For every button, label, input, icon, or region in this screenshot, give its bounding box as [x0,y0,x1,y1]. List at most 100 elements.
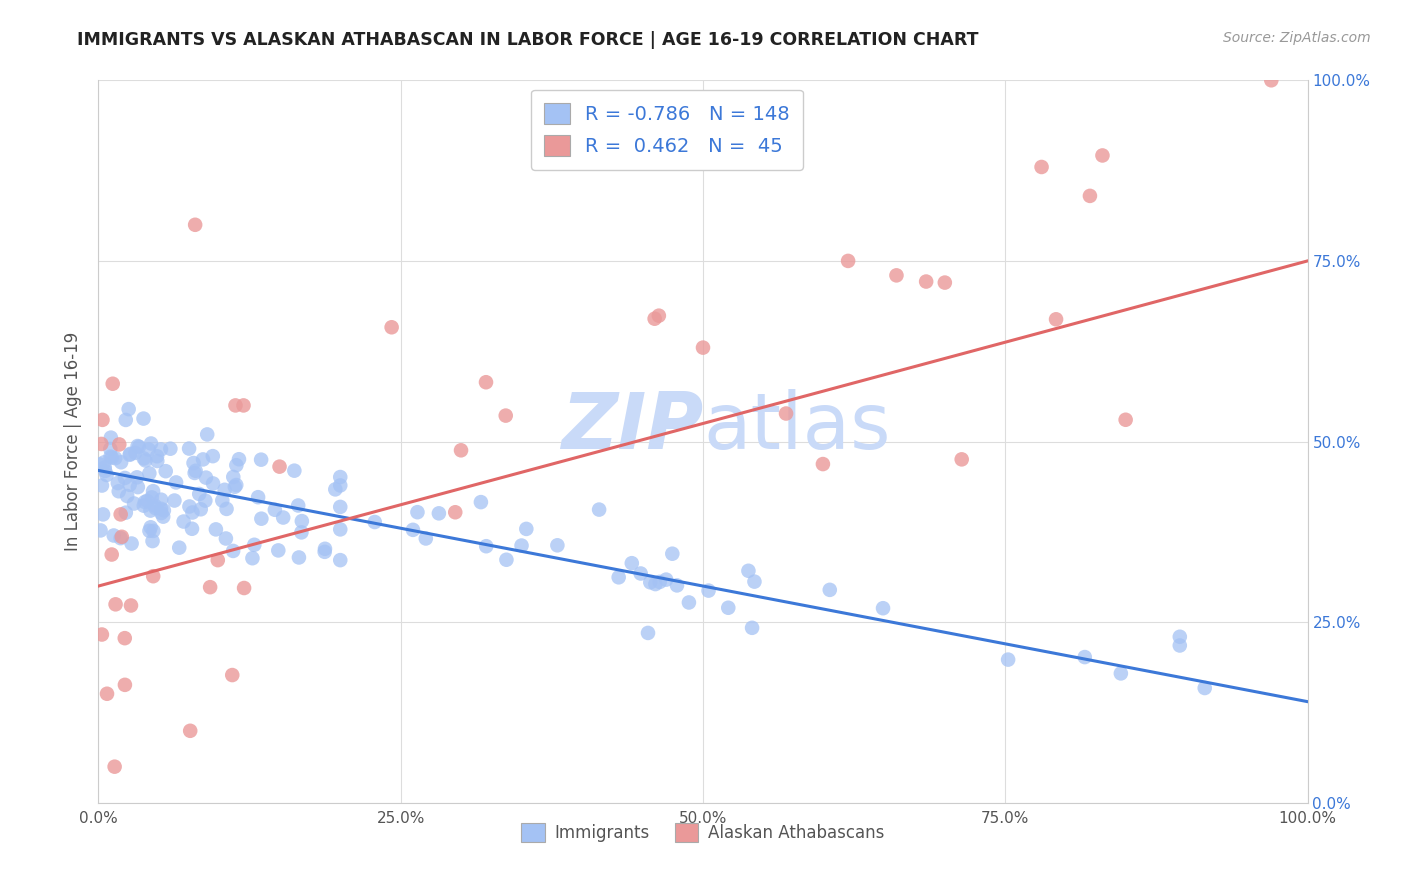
Point [155,464,177,478]
Point [184,218,207,232]
Point [415,532,437,546]
Point [194,470,217,484]
Point [191,452,214,467]
Point [107,484,129,499]
Point [406,505,429,519]
Point [1031,160,1053,174]
Point [950,452,973,467]
Point [114,413,136,427]
Point [181,506,204,520]
Point [233,581,256,595]
Point [215,532,238,546]
Point [183,456,205,470]
Point [1260,73,1282,87]
Point [138,467,160,481]
Point [678,595,700,609]
Point [153,503,176,517]
Point [872,601,894,615]
Point [90,627,112,641]
Point [915,275,938,289]
Point [134,495,156,509]
Point [127,480,149,494]
Point [127,439,149,453]
Point [159,442,181,456]
Point [114,506,136,520]
Point [115,489,138,503]
Point [202,476,225,491]
Point [630,566,652,581]
Point [228,452,250,467]
Point [143,499,166,513]
Point [94,464,117,478]
Point [886,268,908,283]
Point [283,464,305,478]
Point [118,448,141,462]
Point [934,276,956,290]
Point [225,478,247,492]
Point [224,398,246,412]
Point [150,492,173,507]
Point [141,534,163,549]
Point [107,476,129,491]
Point [110,508,132,522]
Point [110,455,132,469]
Point [221,668,243,682]
Text: Source: ZipAtlas.com: Source: ZipAtlas.com [1223,31,1371,45]
Point [314,545,336,559]
Point [267,543,290,558]
Point [222,544,245,558]
Point [91,413,114,427]
Point [132,451,155,466]
Point [120,447,142,461]
Point [329,522,352,536]
Point [1045,312,1067,326]
Point [444,505,467,519]
Point [150,506,173,520]
Y-axis label: In Labor Force | Age 16-19: In Labor Force | Age 16-19 [65,332,83,551]
Point [91,508,114,522]
Point [104,597,127,611]
Point [146,454,169,468]
Point [232,398,254,412]
Point [381,320,404,334]
Point [195,427,218,442]
Point [1168,630,1191,644]
Point [128,440,150,454]
Point [108,437,131,451]
Point [205,522,228,536]
Point [1194,681,1216,695]
Point [139,436,162,450]
Point [90,437,112,451]
Point [1078,189,1101,203]
Point [125,470,148,484]
Point [329,470,352,484]
Point [329,478,352,492]
Point [96,687,118,701]
Point [247,490,270,504]
Point [288,550,311,565]
Point [291,514,314,528]
Point [243,538,266,552]
Point [104,451,127,466]
Text: ZIP: ZIP [561,389,703,465]
Point [697,583,720,598]
Point [163,493,186,508]
Point [139,520,162,534]
Point [142,484,165,499]
Point [1168,639,1191,653]
Point [90,524,112,538]
Point [136,493,159,508]
Point [146,449,169,463]
Point [1091,148,1114,162]
Point [165,475,187,490]
Point [1115,413,1137,427]
Point [644,311,666,326]
Point [101,450,124,465]
Point [818,582,841,597]
Point [184,464,207,478]
Point [134,453,156,467]
Point [737,564,759,578]
Point [475,376,498,390]
Point [122,496,145,510]
Point [145,501,167,516]
